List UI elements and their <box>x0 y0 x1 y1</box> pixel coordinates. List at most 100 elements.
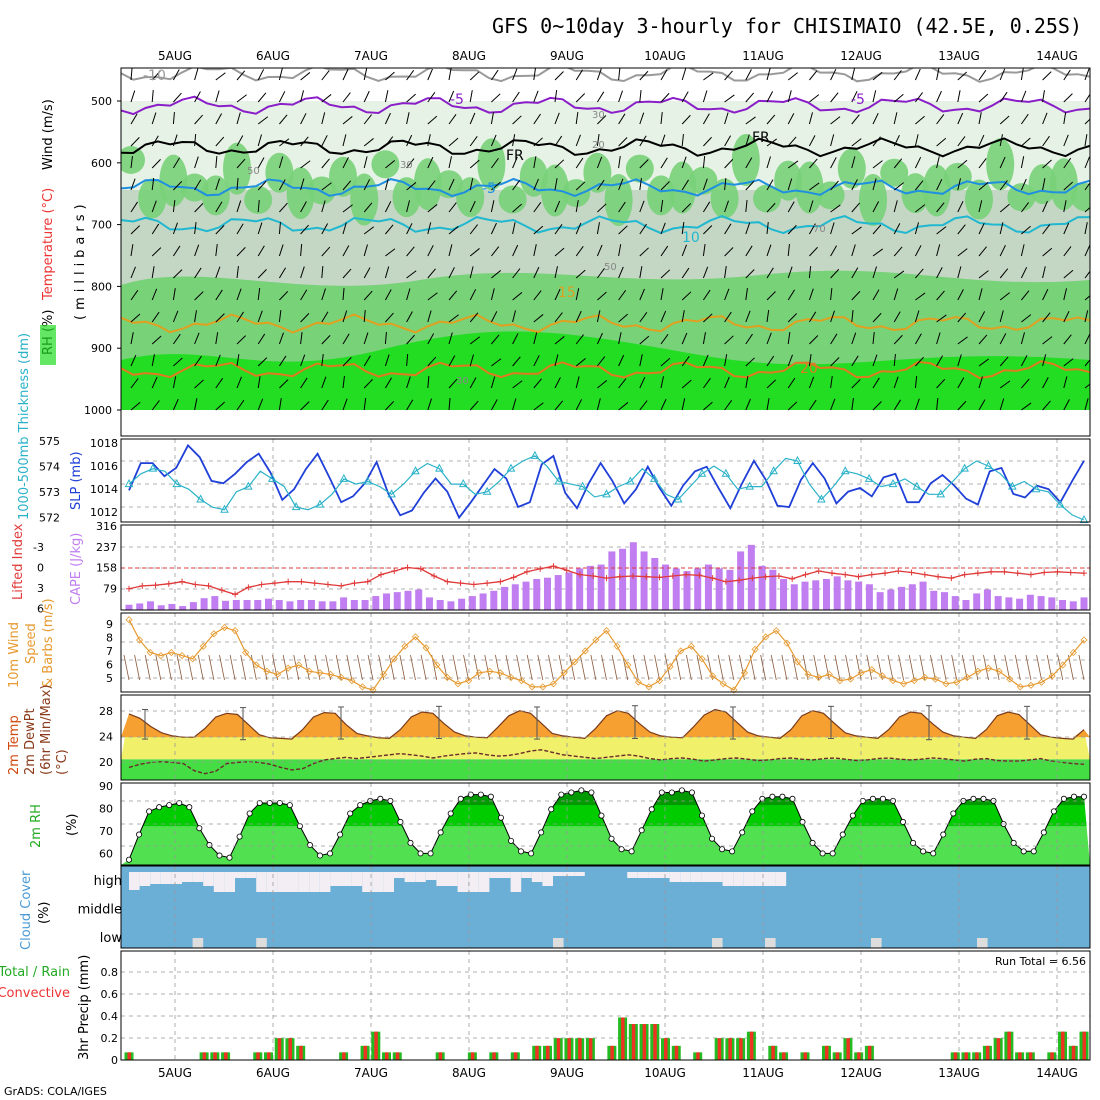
wind-barb <box>575 200 579 213</box>
cape-bar <box>1005 597 1013 610</box>
wind-speed-point <box>475 669 483 677</box>
wind-barb <box>469 354 474 367</box>
precip-convective-bar <box>202 1052 207 1060</box>
wind-barb <box>872 136 881 147</box>
wind-barb <box>363 114 372 125</box>
wind-barb <box>639 354 643 367</box>
wind-barb <box>194 379 204 389</box>
wind-barb <box>1084 118 1090 125</box>
precip-convective-bar <box>224 1052 228 1060</box>
precip-convective-bar <box>213 1052 217 1060</box>
cape-bar <box>855 581 863 610</box>
cape-bar <box>157 605 165 610</box>
wind-barb <box>533 355 540 367</box>
date-label-top: 6AUG <box>256 49 290 63</box>
wind-barb <box>618 90 623 103</box>
precip-ylabel: 3hr Precip (mm) <box>77 955 92 1060</box>
wind-speed-point <box>984 664 993 672</box>
wind-barb <box>236 354 240 367</box>
wind-barb <box>342 357 352 367</box>
rh-blob <box>1007 183 1036 212</box>
wind-barb <box>1084 310 1089 323</box>
contour-label: 30 <box>592 110 605 121</box>
wind-axis-label: Wind (m/s) <box>41 99 56 170</box>
wind-barb <box>1084 359 1090 367</box>
wind-speed-point <box>220 623 229 632</box>
wind-speed-point <box>443 673 451 682</box>
rh2m-point <box>1070 793 1077 800</box>
rh2m-point <box>266 799 273 806</box>
thickness-point <box>697 468 707 477</box>
lifted-index-point <box>232 591 239 598</box>
cape-bar <box>458 598 466 610</box>
cloud-high-gap <box>277 872 288 892</box>
wind-barb <box>321 182 332 191</box>
cape-bar <box>962 600 970 610</box>
lifted-index-point <box>948 575 955 582</box>
rh2m-point <box>709 835 716 842</box>
date-label-top: 13AUG <box>938 49 980 63</box>
rh2m-point <box>186 804 193 811</box>
chart-title: GFS 0~10day 3-hourly for CHISIMAIO (42.5… <box>492 14 1082 38</box>
wind-barb <box>787 401 798 411</box>
lifted-index-point <box>139 582 146 589</box>
wind-barb <box>618 289 627 301</box>
wind-barb <box>385 401 395 411</box>
cape-bar <box>908 584 916 610</box>
wind-barb <box>427 134 431 147</box>
wind-barb <box>618 266 624 279</box>
wind-barb <box>448 314 459 323</box>
wind-barb <box>151 178 155 191</box>
rh2m-units-label: (%) <box>65 814 80 837</box>
cape-tick-label: 316 <box>96 520 117 533</box>
precip-convective-bar <box>1007 1031 1011 1060</box>
lifted-index-point <box>218 587 225 594</box>
slp-thickness-ylabel: 1000-500mb Thickness (dm) <box>17 333 32 520</box>
wind-speed-point <box>974 667 982 675</box>
wind-barb <box>1020 90 1027 103</box>
rh-blob <box>456 177 485 218</box>
wind-barb <box>893 334 903 345</box>
cape-plot <box>121 542 1090 610</box>
lifted-index-point <box>988 568 995 575</box>
wind-barb-10m <box>792 654 798 681</box>
contour-label: FR <box>506 148 524 164</box>
rh-blob <box>986 138 1015 191</box>
wind-barb <box>384 289 392 301</box>
lifted-index-point <box>523 568 530 575</box>
wind-barb <box>406 223 413 235</box>
wind-speed-point <box>327 670 335 678</box>
rh2m-point <box>950 810 957 817</box>
wind-speed-point <box>953 678 961 686</box>
wind-barb <box>406 158 415 169</box>
thickness-point <box>530 450 540 459</box>
wind-barb <box>745 245 753 257</box>
wind-barb <box>660 157 668 169</box>
precip-convective-bar <box>642 1024 647 1060</box>
wind-barb <box>130 354 137 367</box>
cloud-high-gap <box>203 872 214 886</box>
rh2m-point <box>407 839 414 846</box>
cloud-high-gap <box>362 872 373 892</box>
wind-barb <box>406 288 411 301</box>
wind-barb <box>575 93 586 103</box>
wind-barb <box>194 68 199 81</box>
wind-barb <box>172 157 181 169</box>
wind-barb <box>787 72 798 81</box>
thickness-point <box>960 463 969 472</box>
wind-barb <box>215 136 225 147</box>
temp-tick-label: 20 <box>99 756 113 769</box>
date-label-top: 12AUG <box>840 49 882 63</box>
cloud-high-gap <box>192 872 204 882</box>
wind-barb <box>639 159 649 169</box>
wind-speed-point <box>1037 678 1046 686</box>
wind-barb <box>660 181 670 191</box>
li-tick-label: 3 <box>37 582 44 595</box>
cape-bar <box>994 596 1002 610</box>
wind-barb <box>151 311 160 323</box>
wind-barb <box>236 376 242 389</box>
rh2m-point <box>256 799 263 806</box>
cape-bar <box>404 590 412 610</box>
wind-barb <box>279 291 289 301</box>
wind-barb <box>936 156 940 169</box>
